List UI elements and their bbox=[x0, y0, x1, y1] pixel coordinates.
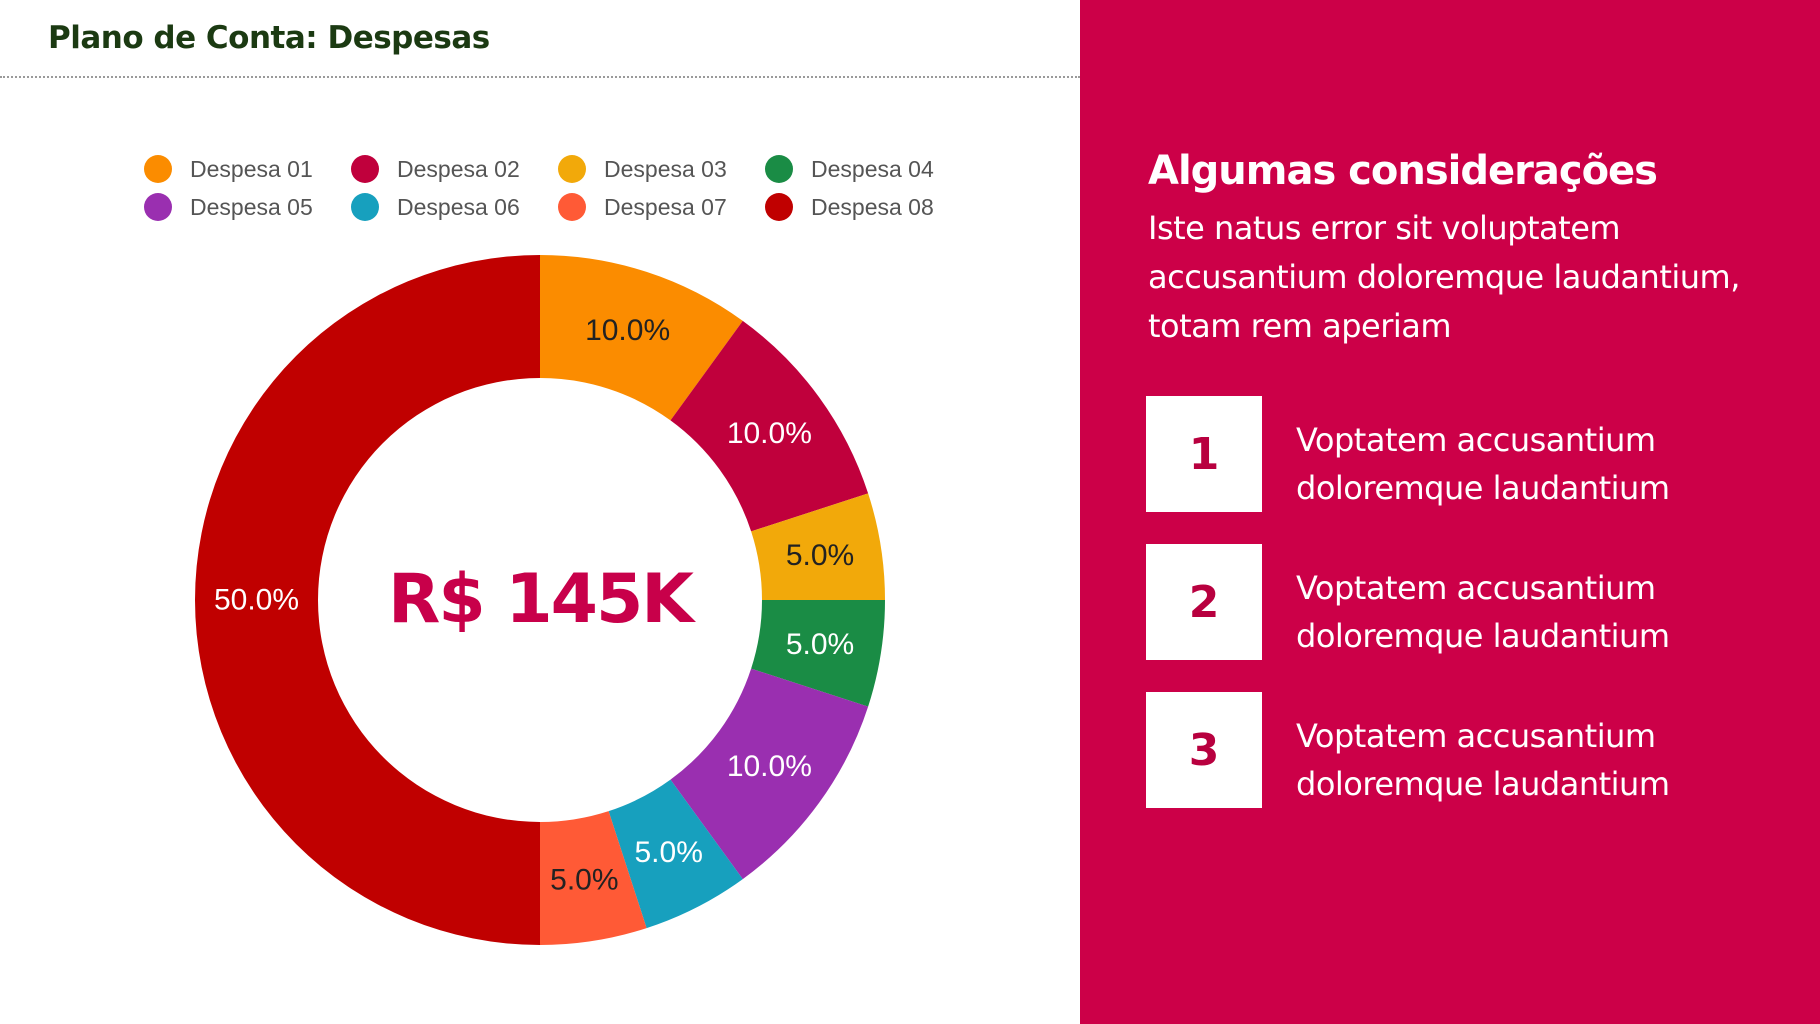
donut-chart-svg: 10.0% 10.0% 5.0% 5.0% 10.0% 5.0% 5.0% 50.0% bbox=[195, 255, 885, 945]
list-item: 3 Voptatem accusantium doloremque laudan… bbox=[1146, 692, 1766, 810]
legend-label: Despesa 08 bbox=[811, 193, 934, 220]
number-box: 3 bbox=[1146, 692, 1262, 808]
donut-slice bbox=[540, 255, 743, 421]
chart-legend: Despesa 01 Despesa 02 Despesa 03 Despesa 04… bbox=[144, 155, 964, 221]
considerations-list: 1 Voptatem accusantium doloremque laudan… bbox=[1146, 396, 1766, 840]
chart-panel: Plano de Conta: Despesas Despesa 01 Despe… bbox=[0, 20, 1080, 945]
legend-item: Despesa 05 bbox=[144, 193, 351, 221]
legend-label: Despesa 02 bbox=[397, 155, 520, 182]
item-number: 3 bbox=[1188, 724, 1220, 776]
slice-label: 50.0% bbox=[214, 584, 299, 617]
page-title: Plano de Conta: Despesas bbox=[48, 20, 490, 56]
legend-swatch bbox=[144, 155, 172, 183]
legend-item: Despesa 03 bbox=[558, 155, 765, 183]
number-box: 1 bbox=[1146, 396, 1262, 512]
legend-swatch bbox=[144, 193, 172, 221]
donut-slice bbox=[195, 255, 540, 945]
legend-label: Despesa 05 bbox=[190, 193, 313, 220]
list-item: 2 Voptatem accusantium doloremque laudan… bbox=[1146, 544, 1766, 662]
donut-slice bbox=[751, 600, 885, 707]
title-divider bbox=[0, 76, 1080, 78]
item-number: 2 bbox=[1188, 576, 1220, 628]
legend-swatch bbox=[558, 193, 586, 221]
legend-item: Despesa 02 bbox=[351, 155, 558, 183]
donut-slice bbox=[540, 811, 647, 945]
legend-item: Despesa 08 bbox=[765, 193, 972, 221]
slice-label: 5.0% bbox=[786, 628, 854, 661]
item-text: Voptatem accusantium doloremque laudanti… bbox=[1296, 421, 1670, 507]
number-box: 2 bbox=[1146, 544, 1262, 660]
legend-label: Despesa 07 bbox=[604, 193, 727, 220]
legend-item: Despesa 06 bbox=[351, 193, 558, 221]
donut-chart: 10.0% 10.0% 5.0% 5.0% 10.0% 5.0% 5.0% 50.0% R$ … bbox=[195, 255, 885, 945]
slice-label: 10.0% bbox=[727, 750, 812, 783]
slice-label: 10.0% bbox=[585, 314, 670, 347]
slice-label: 5.0% bbox=[635, 836, 703, 869]
legend-item: Despesa 01 bbox=[144, 155, 351, 183]
legend-label: Despesa 01 bbox=[190, 155, 313, 182]
donut-slice bbox=[670, 668, 869, 880]
legend-item: Despesa 04 bbox=[765, 155, 972, 183]
legend-swatch bbox=[558, 155, 586, 183]
legend-swatch bbox=[351, 155, 379, 183]
donut-slice bbox=[751, 493, 885, 600]
legend-swatch bbox=[765, 155, 793, 183]
legend-swatch bbox=[765, 193, 793, 221]
considerations-panel: Algumas considerações Iste natus error s… bbox=[1080, 0, 1820, 1024]
considerations-text: Iste natus error sit voluptatem accusant… bbox=[1148, 209, 1740, 345]
legend-item: Despesa 07 bbox=[558, 193, 765, 221]
item-number: 1 bbox=[1188, 428, 1220, 480]
slice-label: 5.0% bbox=[786, 539, 854, 572]
donut-slice bbox=[608, 779, 743, 929]
item-text: Voptatem accusantium doloremque laudanti… bbox=[1296, 569, 1670, 655]
item-text: Voptatem accusantium doloremque laudanti… bbox=[1296, 717, 1670, 803]
list-item: 1 Voptatem accusantium doloremque laudan… bbox=[1146, 396, 1766, 514]
legend-swatch bbox=[351, 193, 379, 221]
legend-label: Despesa 06 bbox=[397, 193, 520, 220]
center-total-label: R$ 145K bbox=[388, 560, 694, 639]
donut-slice bbox=[670, 320, 869, 532]
legend-label: Despesa 04 bbox=[811, 155, 934, 182]
slice-label: 10.0% bbox=[727, 417, 812, 450]
slice-label: 5.0% bbox=[550, 864, 618, 897]
considerations-heading: Algumas considerações bbox=[1148, 148, 1658, 194]
legend-label: Despesa 03 bbox=[604, 155, 727, 182]
